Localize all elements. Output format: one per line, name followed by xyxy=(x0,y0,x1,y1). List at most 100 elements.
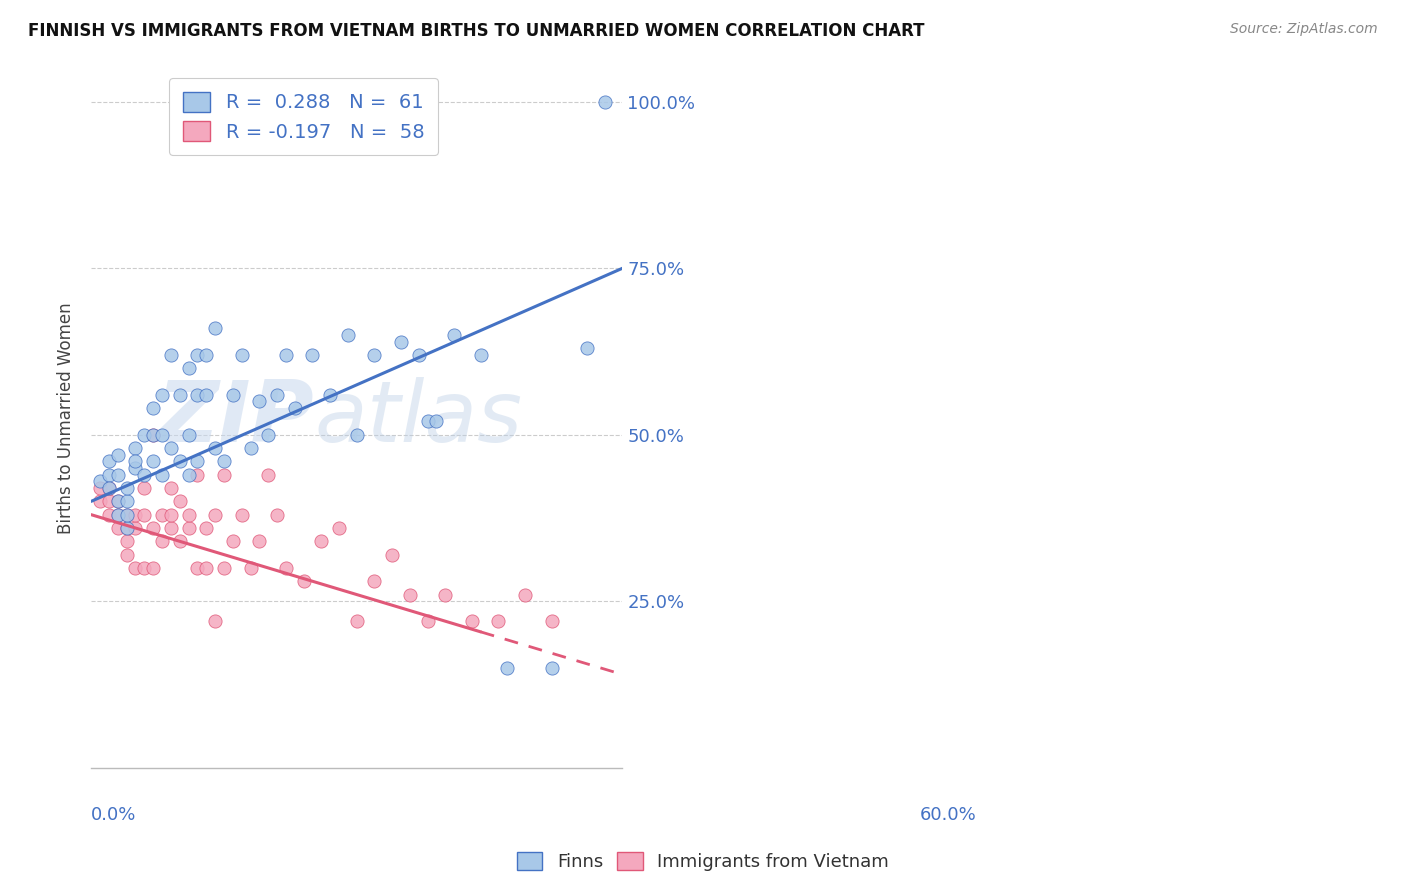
Point xyxy=(97,467,120,482)
Point xyxy=(266,508,288,522)
Point xyxy=(434,588,457,602)
Text: 60.0%: 60.0% xyxy=(920,806,977,824)
Point xyxy=(575,341,598,355)
Point xyxy=(266,388,288,402)
Point xyxy=(134,561,156,575)
Point xyxy=(115,521,138,535)
Point xyxy=(204,508,226,522)
Point xyxy=(142,427,165,442)
Point xyxy=(115,521,138,535)
Point xyxy=(239,441,262,455)
Point xyxy=(150,388,173,402)
Point xyxy=(115,534,138,549)
Point xyxy=(97,481,120,495)
Point xyxy=(124,461,146,475)
Point xyxy=(363,348,385,362)
Point xyxy=(186,388,208,402)
Point xyxy=(177,508,200,522)
Point xyxy=(416,614,439,628)
Point xyxy=(346,427,368,442)
Point xyxy=(177,467,200,482)
Point xyxy=(212,467,235,482)
Point xyxy=(274,348,297,362)
Point xyxy=(169,388,191,402)
Y-axis label: Births to Unmarried Women: Births to Unmarried Women xyxy=(58,302,75,534)
Point xyxy=(195,348,218,362)
Point xyxy=(328,521,350,535)
Point xyxy=(212,454,235,468)
Point xyxy=(222,388,245,402)
Text: 0.0%: 0.0% xyxy=(91,806,136,824)
Point xyxy=(124,508,146,522)
Point xyxy=(115,508,138,522)
Point xyxy=(142,427,165,442)
Text: Source: ZipAtlas.com: Source: ZipAtlas.com xyxy=(1230,22,1378,37)
Point xyxy=(160,348,183,362)
Point xyxy=(488,614,510,628)
Point xyxy=(204,614,226,628)
Point xyxy=(204,441,226,455)
Point xyxy=(97,494,120,508)
Point xyxy=(195,388,218,402)
Legend: R =  0.288   N =  61, R = -0.197   N =  58: R = 0.288 N = 61, R = -0.197 N = 58 xyxy=(169,78,437,155)
Point xyxy=(150,467,173,482)
Point xyxy=(381,548,404,562)
Point xyxy=(134,467,156,482)
Point xyxy=(231,348,253,362)
Point xyxy=(124,561,146,575)
Point xyxy=(134,427,156,442)
Point xyxy=(239,561,262,575)
Point xyxy=(513,588,536,602)
Point xyxy=(186,348,208,362)
Point xyxy=(97,481,120,495)
Point xyxy=(274,561,297,575)
Point xyxy=(470,348,492,362)
Point xyxy=(186,467,208,482)
Point xyxy=(461,614,484,628)
Point xyxy=(150,534,173,549)
Point xyxy=(177,361,200,376)
Point xyxy=(177,521,200,535)
Point xyxy=(160,508,183,522)
Point xyxy=(89,481,111,495)
Point xyxy=(231,508,253,522)
Point xyxy=(97,454,120,468)
Point xyxy=(107,521,129,535)
Point xyxy=(416,414,439,428)
Point xyxy=(142,454,165,468)
Point xyxy=(124,454,146,468)
Point xyxy=(247,534,270,549)
Point xyxy=(142,561,165,575)
Point xyxy=(204,321,226,335)
Point xyxy=(160,481,183,495)
Point xyxy=(142,521,165,535)
Point xyxy=(336,327,359,342)
Point xyxy=(160,441,183,455)
Point xyxy=(107,494,129,508)
Point xyxy=(169,494,191,508)
Point xyxy=(389,334,412,349)
Point xyxy=(107,448,129,462)
Point xyxy=(107,508,129,522)
Point xyxy=(319,388,342,402)
Point xyxy=(257,467,280,482)
Point xyxy=(115,494,138,508)
Text: atlas: atlas xyxy=(315,376,522,459)
Point xyxy=(124,521,146,535)
Point xyxy=(107,494,129,508)
Point xyxy=(195,561,218,575)
Point xyxy=(425,414,447,428)
Point xyxy=(540,661,562,675)
Point xyxy=(89,475,111,489)
Text: FINNISH VS IMMIGRANTS FROM VIETNAM BIRTHS TO UNMARRIED WOMEN CORRELATION CHART: FINNISH VS IMMIGRANTS FROM VIETNAM BIRTH… xyxy=(28,22,925,40)
Point xyxy=(292,574,315,589)
Point xyxy=(363,574,385,589)
Point xyxy=(177,427,200,442)
Legend: Finns, Immigrants from Vietnam: Finns, Immigrants from Vietnam xyxy=(510,845,896,879)
Point xyxy=(160,521,183,535)
Point xyxy=(115,548,138,562)
Point xyxy=(134,481,156,495)
Point xyxy=(115,481,138,495)
Text: ZIP: ZIP xyxy=(156,376,315,459)
Point xyxy=(195,521,218,535)
